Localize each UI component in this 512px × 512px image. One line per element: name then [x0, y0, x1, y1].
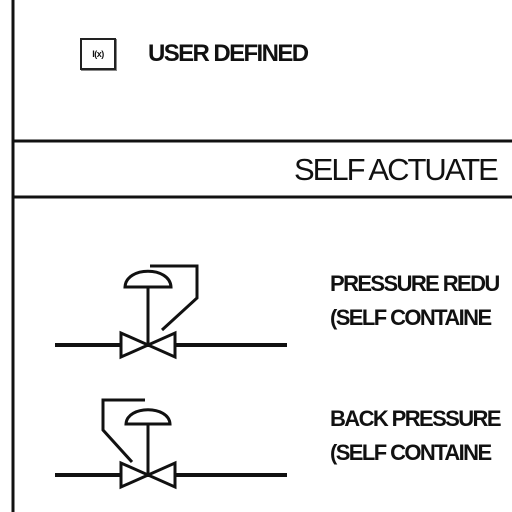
pressure-reducing-valve-icon: [55, 264, 287, 360]
back-pressure-label-line1: BACK PRESSURE: [330, 406, 502, 431]
user-defined-symbol-box: I(x): [80, 38, 116, 70]
back-pressure-valve-icon: [55, 398, 287, 490]
back-pressure-label-line2: (SELF CONTAINE: [330, 440, 492, 465]
pressure-reducing-label-line2: (SELF CONTAINE: [330, 305, 492, 330]
pressure-reducing-label-line1: PRESSURE REDU: [330, 271, 500, 296]
user-defined-label: USER DEFINED: [148, 40, 309, 67]
user-defined-box-text: I(x): [92, 49, 104, 59]
section-header-self-actuated: SELF ACTUATE: [294, 152, 499, 187]
